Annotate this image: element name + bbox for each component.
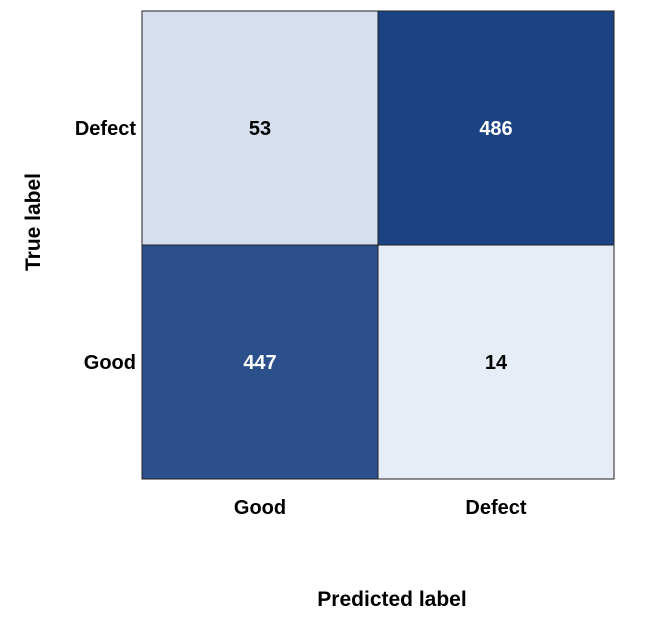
y-tick-label: Good [84, 352, 136, 374]
cell-value-label: 447 [243, 352, 276, 374]
x-tick-labels: Good Defect [234, 497, 527, 519]
x-axis-title: Predicted label [317, 588, 466, 611]
cell-value-label: 14 [485, 352, 508, 374]
heatmap-cells [141, 10, 615, 480]
plot-frame [141, 10, 615, 480]
cell-value-label: 53 [249, 118, 271, 140]
x-tick-label: Defect [465, 497, 526, 519]
y-tick-label: Defect [75, 118, 136, 140]
y-axis-title: True label [22, 173, 45, 271]
heatmap-cell [141, 244, 379, 480]
heatmap-cell [377, 244, 615, 480]
heatmap-cell [141, 10, 379, 246]
cell-labels: 53 486 447 14 [243, 118, 512, 374]
y-tick-labels: Defect Good [75, 118, 136, 374]
cell-value-label: 486 [479, 118, 512, 140]
heatmap-cell [377, 10, 615, 246]
x-tick-label: Good [234, 497, 286, 519]
